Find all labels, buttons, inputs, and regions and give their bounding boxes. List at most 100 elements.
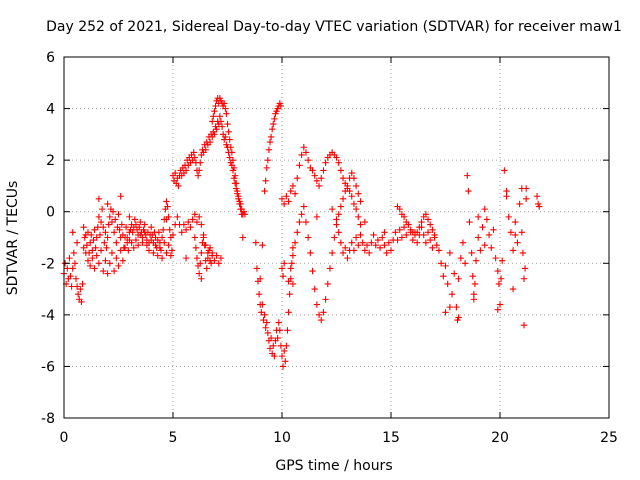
data-point xyxy=(494,267,502,275)
data-point xyxy=(520,321,528,329)
data-point xyxy=(79,280,86,288)
data-point xyxy=(198,221,205,228)
y-axis-ticks: -8 -6 -4 -2 0 2 4 6 xyxy=(41,50,609,427)
data-point xyxy=(274,334,281,342)
data-point xyxy=(304,234,312,241)
data-point xyxy=(198,249,205,257)
data-point xyxy=(168,247,176,254)
data-point xyxy=(270,120,277,128)
data-point xyxy=(104,234,111,241)
data-point xyxy=(192,244,200,252)
data-point xyxy=(368,239,375,246)
data-point xyxy=(113,239,120,246)
data-point xyxy=(534,200,542,208)
data-point xyxy=(372,242,379,249)
data-point xyxy=(370,231,377,239)
data-point xyxy=(207,260,215,267)
data-point xyxy=(108,218,116,226)
y-tick-label: 4 xyxy=(46,102,55,118)
data-point xyxy=(118,221,125,228)
data-point xyxy=(344,254,351,262)
data-point xyxy=(512,231,519,239)
data-point xyxy=(264,329,272,337)
data-point xyxy=(357,231,364,239)
data-point xyxy=(116,226,123,233)
data-point xyxy=(105,221,112,228)
data-point xyxy=(396,205,403,213)
data-point xyxy=(106,213,113,221)
data-point xyxy=(108,249,116,257)
data-point xyxy=(64,265,71,272)
data-point xyxy=(124,234,131,241)
data-point xyxy=(89,254,96,262)
data-point xyxy=(255,291,263,298)
data-point xyxy=(263,319,270,326)
data-point xyxy=(141,229,148,236)
data-point xyxy=(175,182,182,190)
data-point xyxy=(277,342,285,349)
data-point xyxy=(287,265,294,272)
data-point xyxy=(226,154,233,161)
data-point xyxy=(464,172,471,179)
data-point xyxy=(282,358,289,365)
data-point xyxy=(355,190,362,197)
data-point xyxy=(335,229,342,236)
data-point xyxy=(461,260,469,267)
data-point xyxy=(291,239,299,246)
data-point xyxy=(169,231,177,239)
data-point xyxy=(145,247,153,254)
data-point xyxy=(481,242,488,249)
data-point xyxy=(403,231,410,239)
data-points xyxy=(60,95,543,370)
data-point xyxy=(422,239,430,246)
data-point xyxy=(95,260,103,267)
data-point xyxy=(435,247,443,254)
data-point xyxy=(266,138,274,146)
data-point xyxy=(287,187,294,195)
data-point xyxy=(92,244,99,252)
data-point xyxy=(285,198,292,205)
data-point xyxy=(262,324,269,331)
data-point xyxy=(210,113,217,120)
data-point xyxy=(481,205,488,213)
data-point xyxy=(381,242,388,249)
data-point xyxy=(361,218,369,226)
data-point xyxy=(318,174,325,182)
data-point xyxy=(115,211,122,218)
data-point xyxy=(398,234,406,241)
data-point xyxy=(225,128,232,135)
data-point xyxy=(84,229,92,236)
data-point xyxy=(279,272,287,280)
data-point xyxy=(224,120,231,128)
data-point xyxy=(231,172,239,179)
data-point xyxy=(396,226,403,233)
x-tick-label: 5 xyxy=(169,430,178,446)
data-point xyxy=(348,193,355,200)
data-point xyxy=(420,231,427,239)
data-point xyxy=(253,265,261,272)
data-point xyxy=(91,265,98,272)
data-point xyxy=(226,136,233,143)
data-point xyxy=(73,239,81,246)
data-point xyxy=(110,229,118,236)
data-point xyxy=(416,223,423,231)
data-point xyxy=(446,249,454,257)
data-point xyxy=(453,303,460,311)
data-point xyxy=(191,211,198,218)
data-point xyxy=(223,110,230,117)
data-point xyxy=(322,296,329,303)
data-point xyxy=(213,126,220,133)
y-tick-label: -2 xyxy=(41,256,55,272)
data-point xyxy=(197,260,204,267)
data-point xyxy=(431,231,438,239)
data-point xyxy=(165,242,172,249)
data-point xyxy=(446,303,454,311)
data-point xyxy=(197,159,204,166)
data-point xyxy=(278,265,286,272)
data-point xyxy=(324,280,331,288)
series-upper-band xyxy=(209,95,246,218)
data-point xyxy=(156,244,164,252)
data-point xyxy=(344,182,351,190)
data-point xyxy=(198,275,205,282)
